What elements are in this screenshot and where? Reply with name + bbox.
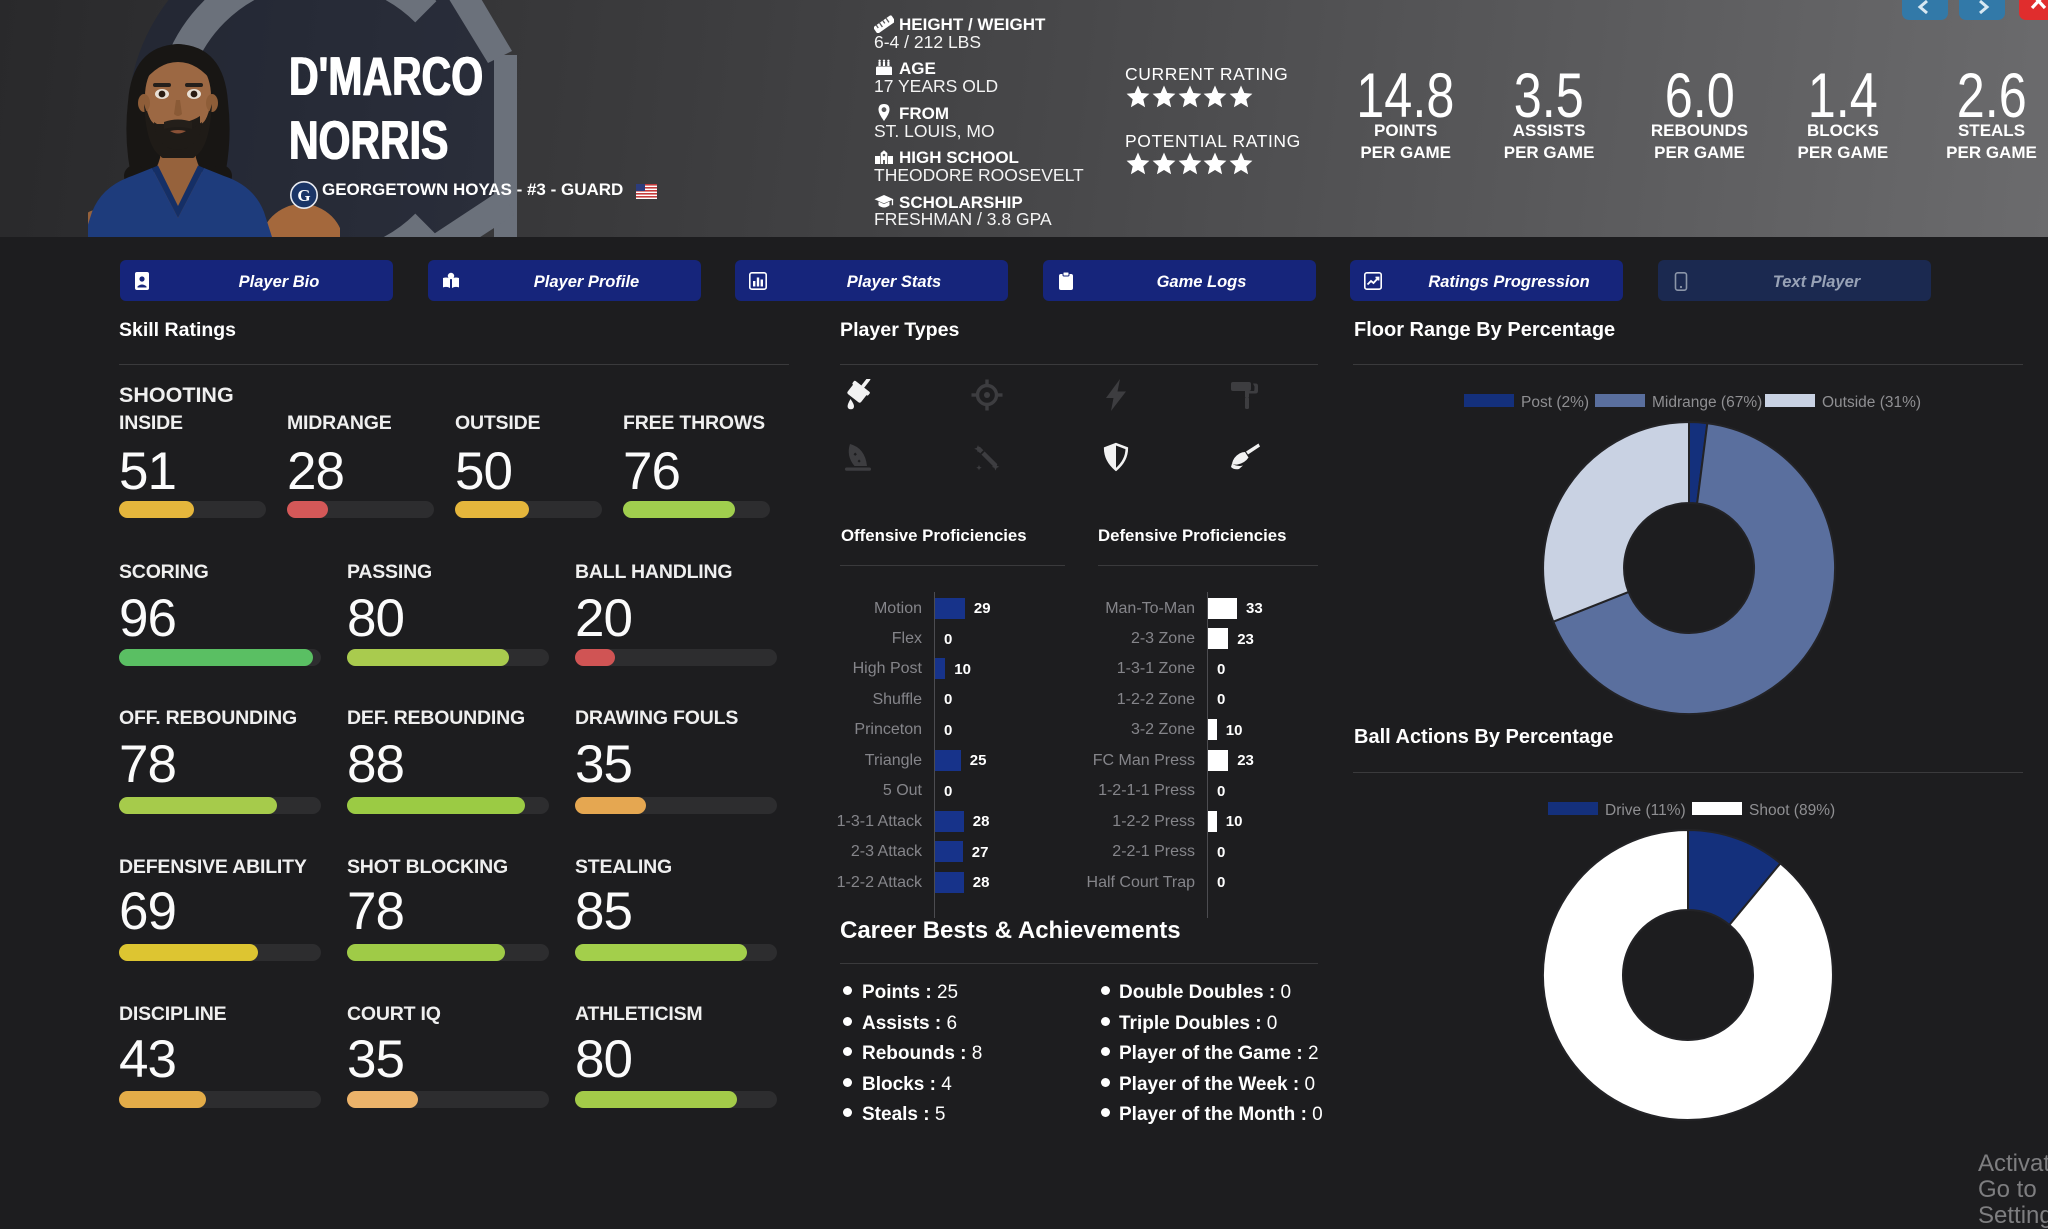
svg-text:G: G xyxy=(297,186,310,205)
